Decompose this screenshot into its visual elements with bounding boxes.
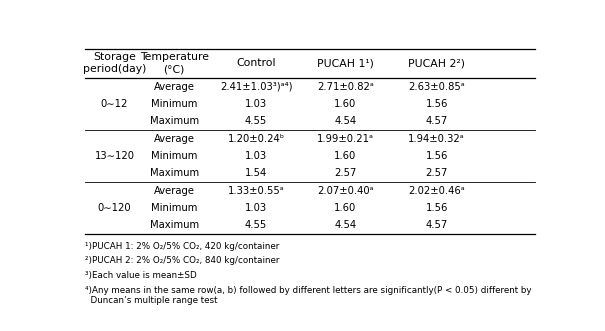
Text: 1.94±0.32ᵃ: 1.94±0.32ᵃ <box>408 134 465 144</box>
Text: 1.99±0.21ᵃ: 1.99±0.21ᵃ <box>317 134 374 144</box>
Text: Maximum: Maximum <box>149 168 198 178</box>
Text: 4.54: 4.54 <box>334 220 356 230</box>
Text: 1.03: 1.03 <box>245 151 267 161</box>
Text: 2.71±0.82ᵃ: 2.71±0.82ᵃ <box>317 82 374 92</box>
Text: ¹)PUCAH 1: 2% O₂/5% CO₂, 420 kg/container: ¹)PUCAH 1: 2% O₂/5% CO₂, 420 kg/containe… <box>85 242 280 251</box>
Text: 2.57: 2.57 <box>334 168 356 178</box>
Text: Average: Average <box>154 82 195 92</box>
Text: Minimum: Minimum <box>151 99 197 109</box>
Text: Storage
period(day): Storage period(day) <box>83 53 146 74</box>
Text: 1.56: 1.56 <box>425 203 448 213</box>
Text: Minimum: Minimum <box>151 203 197 213</box>
Text: 1.60: 1.60 <box>334 151 356 161</box>
Text: 4.57: 4.57 <box>425 220 448 230</box>
Text: Average: Average <box>154 186 195 196</box>
Text: 2.41±1.03³)ᵃ⁴): 2.41±1.03³)ᵃ⁴) <box>220 82 292 92</box>
Text: 2.07±0.40ᵃ: 2.07±0.40ᵃ <box>317 186 373 196</box>
Text: ³)Each value is mean±SD: ³)Each value is mean±SD <box>85 271 197 280</box>
Text: PUCAH 1¹): PUCAH 1¹) <box>317 58 374 68</box>
Text: Average: Average <box>154 134 195 144</box>
Text: 2.02±0.46ᵃ: 2.02±0.46ᵃ <box>408 186 465 196</box>
Text: 1.54: 1.54 <box>245 168 267 178</box>
Text: ⁴)Any means in the same row(a, b) followed by different letters are significantl: ⁴)Any means in the same row(a, b) follow… <box>85 286 532 305</box>
Text: 13∼120: 13∼120 <box>94 151 134 161</box>
Text: 1.56: 1.56 <box>425 99 448 109</box>
Text: 1.33±0.55ᵃ: 1.33±0.55ᵃ <box>227 186 284 196</box>
Text: 1.60: 1.60 <box>334 99 356 109</box>
Text: 0∼12: 0∼12 <box>101 99 128 109</box>
Text: 4.55: 4.55 <box>245 116 267 126</box>
Text: 0∼120: 0∼120 <box>98 203 131 213</box>
Text: Maximum: Maximum <box>149 220 198 230</box>
Text: 4.57: 4.57 <box>425 116 448 126</box>
Text: 1.56: 1.56 <box>425 151 448 161</box>
Text: ²)PUCAH 2: 2% O₂/5% CO₂, 840 kg/container: ²)PUCAH 2: 2% O₂/5% CO₂, 840 kg/containe… <box>85 257 280 265</box>
Text: 1.03: 1.03 <box>245 203 267 213</box>
Text: Temperature
(°C): Temperature (°C) <box>140 53 209 74</box>
Text: 2.57: 2.57 <box>425 168 448 178</box>
Text: Control: Control <box>237 58 276 68</box>
Text: 4.54: 4.54 <box>334 116 356 126</box>
Text: 2.63±0.85ᵃ: 2.63±0.85ᵃ <box>408 82 465 92</box>
Text: Minimum: Minimum <box>151 151 197 161</box>
Text: 1.03: 1.03 <box>245 99 267 109</box>
Text: PUCAH 2²): PUCAH 2²) <box>408 58 465 68</box>
Text: 1.20±0.24ᵇ: 1.20±0.24ᵇ <box>227 134 285 144</box>
Text: 1.60: 1.60 <box>334 203 356 213</box>
Text: 4.55: 4.55 <box>245 220 267 230</box>
Text: Maximum: Maximum <box>149 116 198 126</box>
